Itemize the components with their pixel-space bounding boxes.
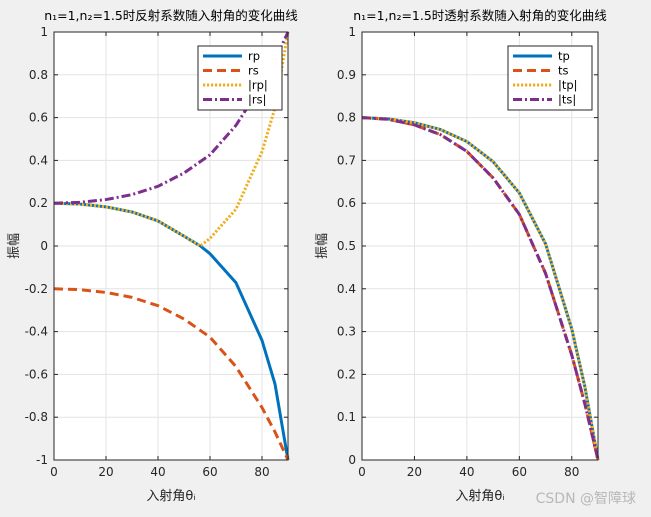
y-tick-label: 1: [40, 25, 48, 39]
y-tick-label: 0.4: [29, 153, 48, 167]
legend-label: rp: [248, 49, 260, 63]
chart-2: 0 20 40 60 80 0 0.1 0.2 0.3 0.4 0.5 0.6 0.7 0.8 0.9 1 tp…: [315, 8, 607, 504]
y-tick-label: 0.1: [337, 410, 356, 424]
y-tick-label: 0.5: [337, 239, 356, 253]
legend-label: |rs|: [248, 93, 266, 107]
y-tick-label: 0.2: [337, 367, 356, 381]
x-tick-label: 0: [50, 465, 58, 479]
y-tick-label: 0.6: [29, 111, 48, 125]
series-line-rs: [54, 287, 290, 461]
y-tick-label: 0.9: [337, 68, 356, 82]
y-tick-label: 0.8: [337, 111, 356, 125]
y-tick-label: 0.8: [29, 68, 48, 82]
x-tick-label: 20: [407, 465, 422, 479]
legend-label: |rp|: [248, 78, 268, 92]
x-tick-label: 40: [459, 465, 474, 479]
chart-1: 0 20 40 60 80 -1 -0.8 -0.6 -0.4 -0.2 0 0.2 0.4 0.6 0.8…: [7, 8, 298, 504]
x-axis-label: 入射角θᵢ: [455, 488, 504, 504]
series-group: [362, 116, 600, 461]
y-axis-label: 振幅: [315, 233, 330, 259]
watermark: CSDN @智障球: [536, 491, 636, 507]
legend-label: rs: [248, 64, 259, 78]
y-tick-label: 0.3: [337, 325, 356, 339]
legend-label: |ts|: [558, 93, 576, 107]
y-tick-label: -0.2: [25, 282, 48, 296]
x-tick-label: 40: [150, 465, 165, 479]
series-line-abs-tpabs-: [362, 116, 600, 461]
axes-box: [361, 31, 599, 461]
y-tick-label: 0: [40, 239, 48, 253]
x-tick-label: 60: [512, 465, 527, 479]
y-tick-label: 0.6: [337, 196, 356, 210]
x-tick-label: 80: [254, 465, 269, 479]
x-axis-label: 入射角θᵢ: [146, 488, 195, 504]
y-tick-label: -1: [36, 453, 48, 467]
series-line-abs-rpabs-: [54, 31, 290, 248]
chart-title: n₁=1,n₂=1.5时透射系数随入射角的变化曲线: [353, 8, 607, 23]
y-tick-label: 0.4: [337, 282, 356, 296]
chart-title: n₁=1,n₂=1.5时反射系数随入射角的变化曲线: [44, 8, 298, 23]
series-line-abs-tsabs-: [362, 116, 600, 461]
legend-label: |tp|: [558, 78, 578, 92]
y-tick-label: 0: [348, 453, 356, 467]
series-line-ts: [362, 116, 600, 461]
y-tick-label: -0.4: [25, 325, 48, 339]
legend-label: ts: [558, 64, 569, 78]
y-tick-label: 0.2: [29, 196, 48, 210]
y-tick-label: 0.7: [337, 153, 356, 167]
x-tick-label: 20: [98, 465, 113, 479]
y-tick-label: 1: [348, 25, 356, 39]
axes-box: [53, 31, 289, 461]
x-tick-label: 60: [202, 465, 217, 479]
x-tick-label: 0: [358, 465, 366, 479]
y-tick-label: -0.6: [25, 367, 48, 381]
y-axis-label: 振幅: [7, 233, 22, 259]
x-tick-label: 80: [564, 465, 579, 479]
legend-label: tp: [558, 49, 570, 63]
y-tick-label: -0.8: [25, 410, 48, 424]
